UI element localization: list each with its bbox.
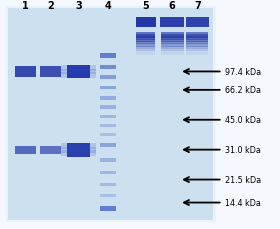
Bar: [100, 143, 115, 147]
Bar: [136, 50, 155, 55]
Text: 2: 2: [47, 1, 54, 11]
Bar: [100, 106, 115, 109]
Bar: [100, 86, 115, 90]
Bar: [161, 42, 183, 47]
Bar: [100, 115, 115, 118]
Bar: [15, 146, 36, 154]
Bar: [161, 35, 183, 41]
Text: 66.2 kDa: 66.2 kDa: [225, 86, 262, 95]
Bar: [186, 33, 208, 38]
Bar: [161, 46, 183, 52]
Bar: [186, 46, 208, 52]
Bar: [136, 46, 155, 52]
Bar: [61, 69, 96, 75]
Bar: [136, 39, 155, 45]
Text: 7: 7: [194, 1, 201, 11]
Text: 1: 1: [22, 1, 29, 11]
Text: 5: 5: [142, 1, 149, 11]
Bar: [8, 9, 213, 220]
Bar: [61, 73, 96, 78]
Bar: [100, 206, 115, 211]
Bar: [186, 39, 208, 45]
Bar: [161, 44, 183, 50]
Text: 4: 4: [104, 1, 111, 11]
Bar: [136, 35, 155, 41]
Text: 45.0 kDa: 45.0 kDa: [225, 116, 262, 125]
Text: 21.5 kDa: 21.5 kDa: [225, 175, 262, 184]
Bar: [136, 33, 155, 38]
Bar: [136, 44, 155, 50]
Bar: [40, 146, 61, 154]
Bar: [160, 18, 184, 27]
Bar: [136, 37, 155, 43]
Bar: [100, 97, 115, 100]
Bar: [61, 144, 96, 150]
Bar: [186, 44, 208, 50]
Bar: [100, 158, 115, 162]
Text: 31.0 kDa: 31.0 kDa: [225, 145, 261, 155]
Bar: [15, 67, 36, 77]
Bar: [100, 194, 115, 197]
Text: 14.4 kDa: 14.4 kDa: [225, 198, 261, 207]
Bar: [136, 18, 156, 27]
Bar: [186, 35, 208, 41]
Bar: [67, 65, 90, 79]
Text: 97.4 kDa: 97.4 kDa: [225, 68, 262, 77]
Bar: [100, 134, 115, 136]
Bar: [6, 7, 216, 222]
Bar: [100, 76, 115, 80]
Bar: [161, 39, 183, 45]
Bar: [186, 50, 208, 55]
Bar: [136, 42, 155, 47]
Bar: [40, 67, 61, 77]
Bar: [100, 171, 115, 174]
Bar: [100, 124, 115, 127]
Bar: [61, 151, 96, 156]
Text: 6: 6: [169, 1, 176, 11]
Bar: [100, 183, 115, 186]
Bar: [100, 65, 115, 70]
Bar: [161, 33, 183, 38]
Bar: [100, 54, 115, 59]
Bar: [186, 37, 208, 43]
Text: 3: 3: [75, 1, 82, 11]
Bar: [67, 143, 90, 157]
Bar: [186, 18, 209, 27]
Bar: [161, 37, 183, 43]
Bar: [61, 147, 96, 153]
Bar: [61, 66, 96, 71]
Bar: [161, 50, 183, 55]
Bar: [186, 42, 208, 47]
